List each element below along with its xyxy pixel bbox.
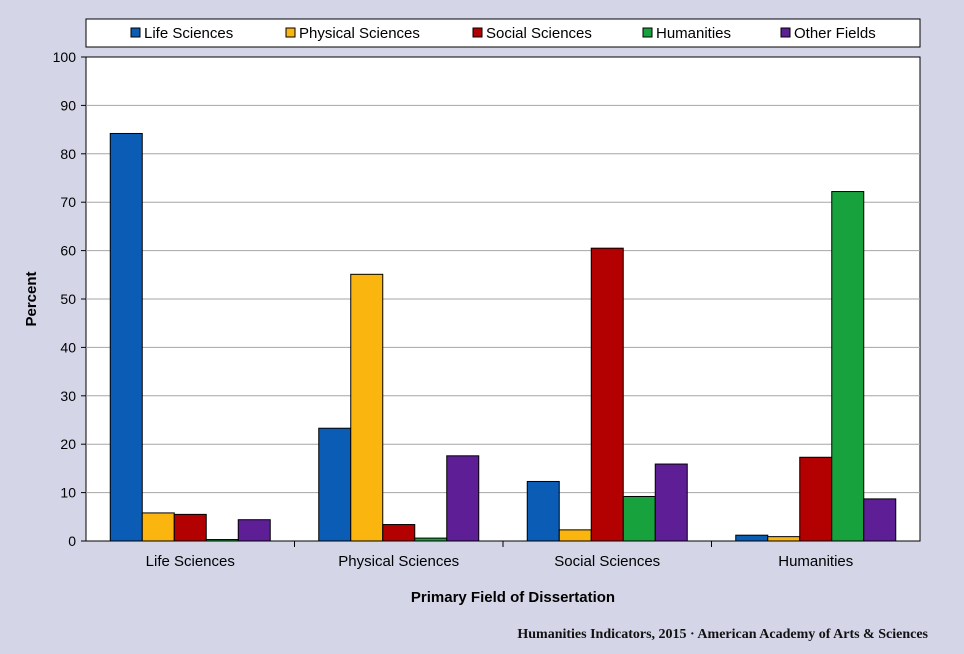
bar-life-sciences-social-sciences	[173, 513, 207, 542]
y-tick-label: 10	[60, 485, 76, 501]
bar-social-sciences-social-sciences	[590, 247, 624, 542]
credit-line: Humanities Indicators, 2015 · American A…	[517, 627, 928, 642]
y-tick-label: 70	[60, 194, 76, 210]
y-tick-label: 80	[60, 146, 76, 162]
y-axis: 0 10 20 30 40 50 60 70 80 90 100	[53, 49, 86, 549]
y-tick-label: 60	[60, 243, 76, 259]
x-axis: Life Sciences Physical Sciences Social Sci…	[86, 540, 920, 570]
bar-physical-sciences-social-sciences	[382, 524, 416, 542]
bar-humanities-humanities	[831, 191, 865, 542]
legend-swatch-physical-sciences	[285, 27, 296, 38]
bar-social-sciences-other-fields	[654, 463, 688, 542]
bar-humanities-life-sciences	[735, 534, 769, 542]
bar-physical-sciences-other-fields	[446, 455, 480, 542]
legend-swatch-life-sciences	[130, 27, 141, 38]
legend-label-social-sciences: Social Sciences	[486, 25, 592, 42]
legend-swatch-other-fields	[780, 27, 791, 38]
legend: Life Sciences Physical Sciences Social Sci…	[85, 18, 921, 48]
y-tick-label: 20	[60, 436, 76, 452]
bar-humanities-physical-sciences	[767, 536, 801, 542]
legend-label-physical-sciences: Physical Sciences	[299, 25, 420, 42]
bar-humanities-social-sciences	[799, 456, 833, 542]
y-tick-label: 0	[68, 533, 76, 549]
y-tick-label: 40	[60, 339, 76, 355]
bar-life-sciences-life-sciences	[109, 132, 143, 542]
gridlines	[86, 104, 920, 494]
bar-social-sciences-life-sciences	[526, 480, 560, 542]
bar-life-sciences-other-fields	[237, 519, 271, 542]
x-tick-label: Physical Sciences	[338, 553, 459, 570]
legend-label-other-fields: Other Fields	[794, 25, 876, 42]
bar-physical-sciences-physical-sciences	[350, 273, 384, 542]
legend-swatch-social-sciences	[472, 27, 483, 38]
bar-social-sciences-physical-sciences	[558, 529, 592, 542]
x-tick-label: Social Sciences	[554, 553, 660, 570]
bar-life-sciences-physical-sciences	[141, 512, 175, 542]
bar-social-sciences-humanities	[622, 495, 656, 542]
legend-swatch-humanities	[642, 27, 653, 38]
bar-humanities-other-fields	[863, 498, 897, 542]
y-tick-label: 90	[60, 97, 76, 113]
legend-label-humanities: Humanities	[656, 25, 731, 42]
y-tick-label: 30	[60, 388, 76, 404]
legend-label-life-sciences: Life Sciences	[144, 25, 233, 42]
y-tick-label: 50	[60, 291, 76, 307]
x-tick-label: Life Sciences	[146, 553, 235, 570]
x-tick-label: Humanities	[778, 553, 853, 570]
bars	[109, 132, 897, 542]
x-axis-title: Primary Field of Dissertation	[411, 589, 615, 606]
y-tick-label: 100	[53, 49, 77, 65]
bar-physical-sciences-life-sciences	[318, 427, 352, 542]
y-axis-title: Percent	[23, 271, 40, 326]
